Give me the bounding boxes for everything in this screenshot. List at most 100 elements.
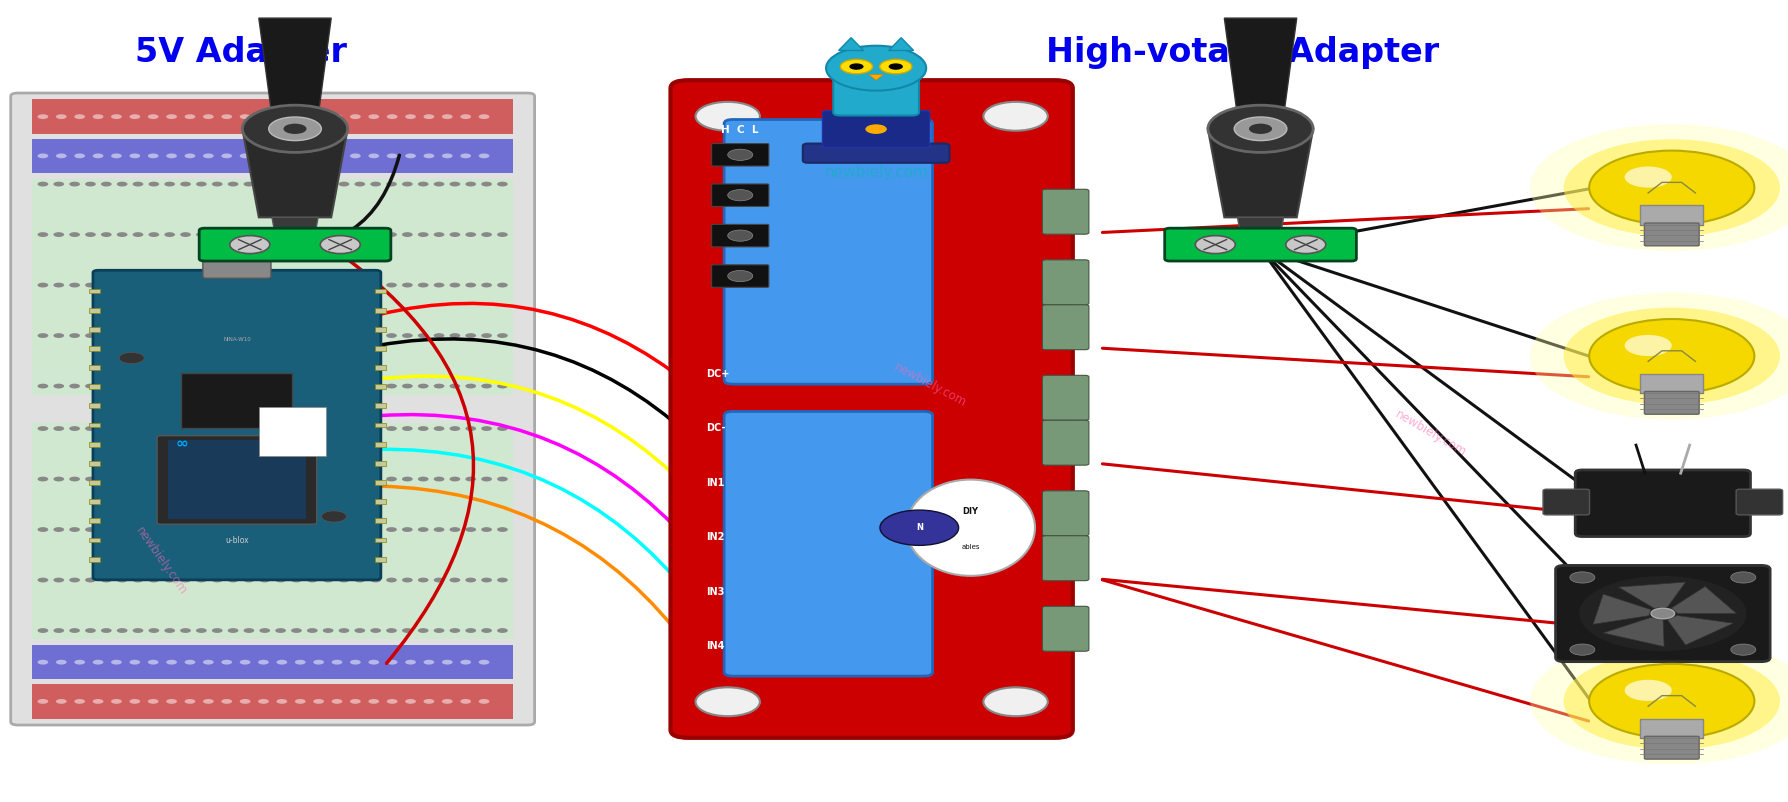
Circle shape	[322, 511, 347, 522]
Circle shape	[1590, 319, 1754, 393]
Bar	[259, 407, 325, 456]
Text: newbiely.com: newbiely.com	[892, 360, 967, 410]
Circle shape	[197, 577, 207, 582]
Circle shape	[54, 476, 64, 481]
Circle shape	[116, 282, 127, 287]
Circle shape	[38, 699, 48, 704]
Circle shape	[164, 628, 175, 633]
Circle shape	[38, 182, 48, 187]
Circle shape	[211, 383, 222, 388]
Circle shape	[38, 577, 48, 582]
Circle shape	[132, 383, 143, 388]
Circle shape	[259, 282, 270, 287]
Circle shape	[460, 660, 470, 665]
Circle shape	[197, 182, 207, 187]
Circle shape	[370, 383, 381, 388]
Circle shape	[1731, 572, 1756, 583]
Circle shape	[166, 114, 177, 119]
Circle shape	[204, 699, 215, 704]
Circle shape	[116, 383, 127, 388]
FancyBboxPatch shape	[1645, 391, 1699, 414]
Circle shape	[1196, 236, 1236, 253]
Bar	[89, 461, 100, 466]
Circle shape	[100, 232, 111, 237]
Circle shape	[70, 232, 80, 237]
Circle shape	[268, 117, 322, 140]
Circle shape	[418, 182, 429, 187]
Circle shape	[370, 232, 381, 237]
Text: DIY: DIY	[962, 507, 978, 516]
Circle shape	[231, 236, 270, 253]
Circle shape	[93, 699, 104, 704]
Bar	[1640, 205, 1704, 225]
Circle shape	[402, 577, 413, 582]
Bar	[89, 308, 100, 313]
Polygon shape	[1668, 615, 1733, 645]
Circle shape	[211, 628, 222, 633]
Circle shape	[324, 577, 334, 582]
Circle shape	[449, 232, 460, 237]
Circle shape	[181, 426, 191, 431]
Circle shape	[227, 577, 238, 582]
Circle shape	[1731, 644, 1756, 655]
Circle shape	[1579, 576, 1747, 651]
Circle shape	[211, 527, 222, 532]
FancyBboxPatch shape	[1575, 470, 1750, 537]
Circle shape	[38, 383, 48, 388]
Circle shape	[449, 282, 460, 287]
FancyBboxPatch shape	[724, 411, 933, 676]
Circle shape	[148, 426, 159, 431]
FancyBboxPatch shape	[1042, 305, 1089, 350]
Circle shape	[164, 333, 175, 338]
Circle shape	[308, 577, 318, 582]
Circle shape	[354, 577, 365, 582]
Circle shape	[291, 577, 302, 582]
Circle shape	[291, 383, 302, 388]
Circle shape	[100, 182, 111, 187]
Circle shape	[1625, 680, 1672, 701]
Circle shape	[259, 426, 270, 431]
Circle shape	[406, 114, 417, 119]
Polygon shape	[272, 217, 318, 254]
Circle shape	[54, 628, 64, 633]
Circle shape	[481, 527, 492, 532]
Circle shape	[331, 699, 342, 704]
Circle shape	[465, 476, 476, 481]
Circle shape	[75, 153, 86, 158]
Circle shape	[129, 699, 139, 704]
Circle shape	[148, 577, 159, 582]
Circle shape	[465, 282, 476, 287]
Text: N: N	[915, 523, 923, 533]
Circle shape	[75, 699, 86, 704]
Text: u-blox: u-blox	[225, 537, 249, 545]
Polygon shape	[869, 75, 883, 80]
Circle shape	[465, 333, 476, 338]
Circle shape	[240, 660, 250, 665]
Bar	[375, 461, 386, 466]
FancyBboxPatch shape	[1164, 229, 1357, 261]
Circle shape	[148, 527, 159, 532]
Circle shape	[243, 282, 254, 287]
Circle shape	[1570, 644, 1595, 655]
Circle shape	[1250, 124, 1271, 134]
Circle shape	[211, 426, 222, 431]
Circle shape	[100, 282, 111, 287]
Polygon shape	[1225, 18, 1296, 129]
Circle shape	[449, 426, 460, 431]
FancyBboxPatch shape	[712, 184, 769, 206]
Circle shape	[291, 232, 302, 237]
Circle shape	[70, 577, 80, 582]
Circle shape	[442, 114, 452, 119]
Bar	[375, 518, 386, 523]
Circle shape	[55, 660, 66, 665]
Circle shape	[370, 577, 381, 582]
Bar	[375, 289, 386, 294]
Circle shape	[284, 124, 306, 134]
Circle shape	[479, 699, 490, 704]
Circle shape	[449, 476, 460, 481]
Circle shape	[38, 660, 48, 665]
Circle shape	[1286, 236, 1325, 253]
Circle shape	[132, 577, 143, 582]
Circle shape	[481, 282, 492, 287]
Bar	[89, 518, 100, 523]
